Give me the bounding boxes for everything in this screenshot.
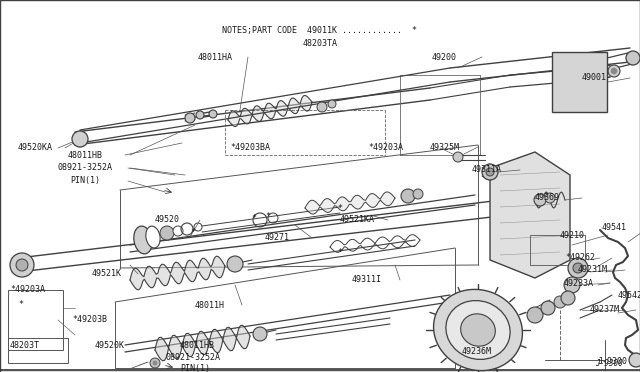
Circle shape [611,68,617,74]
Circle shape [453,152,463,162]
Text: 48011HB: 48011HB [180,340,215,350]
Text: 48203TA: 48203TA [303,39,337,48]
Circle shape [541,301,555,315]
Bar [552,52,607,112]
Circle shape [160,226,174,240]
Text: *49262: *49262 [565,253,595,263]
Polygon shape [130,256,225,290]
Text: *: * [18,301,23,310]
Circle shape [554,296,566,308]
Ellipse shape [446,301,510,359]
Circle shape [227,256,243,272]
Circle shape [561,291,575,305]
Circle shape [482,164,498,180]
Circle shape [196,111,204,119]
Text: PIN(1): PIN(1) [180,363,210,372]
Text: 49210: 49210 [560,231,585,240]
Text: *: * [337,203,342,212]
Text: 49236M: 49236M [462,347,492,356]
Text: 48203T: 48203T [10,340,40,350]
Circle shape [328,100,336,108]
Text: 08921-3252A: 08921-3252A [165,353,220,362]
Bar [8,338,68,363]
Circle shape [608,65,620,77]
Text: 49271: 49271 [265,234,290,243]
Text: *: * [266,212,271,221]
Ellipse shape [134,226,152,254]
Circle shape [545,193,555,203]
Polygon shape [228,96,312,126]
Circle shape [401,189,415,203]
Text: 49237M: 49237M [590,305,620,314]
Text: 49233A: 49233A [564,279,594,288]
Text: *49203A: *49203A [368,142,403,151]
Circle shape [564,277,580,293]
Text: PIN(1): PIN(1) [70,176,100,186]
Circle shape [573,263,583,273]
Circle shape [72,131,88,147]
Text: *: * [191,228,195,237]
Text: *49203B: *49203B [72,315,107,324]
Text: 49521KA: 49521KA [340,215,375,224]
Text: J-9300: J-9300 [598,357,628,366]
Text: 49200: 49200 [432,52,457,61]
Circle shape [629,353,640,367]
Text: 49520: 49520 [155,215,180,224]
Circle shape [10,253,34,277]
Text: 49001: 49001 [582,74,607,83]
Circle shape [150,358,160,368]
Polygon shape [305,192,395,214]
Text: 48011H: 48011H [195,301,225,310]
Circle shape [16,259,28,271]
Circle shape [185,113,195,123]
Bar [8,290,63,350]
Circle shape [317,102,327,112]
Text: 49231M: 49231M [578,266,608,275]
Text: 49542: 49542 [618,291,640,299]
Text: 49311A: 49311A [472,166,502,174]
Circle shape [173,226,183,236]
Text: 08921-3252A: 08921-3252A [58,164,113,173]
Polygon shape [490,152,570,278]
Text: NOTES;PART CODE  49011K ............  *: NOTES;PART CODE 49011K ............ * [223,26,417,35]
Circle shape [568,258,588,278]
Text: 49325M: 49325M [430,142,460,151]
Circle shape [253,327,267,341]
Text: 49521K: 49521K [92,269,122,279]
Text: 49520K: 49520K [95,340,125,350]
Ellipse shape [433,289,522,371]
Ellipse shape [146,226,160,248]
Circle shape [626,51,640,65]
Circle shape [209,110,217,118]
Ellipse shape [461,314,495,346]
Text: 49520KA: 49520KA [18,144,53,153]
Text: *49203BA: *49203BA [230,142,270,151]
Text: 49369: 49369 [535,193,560,202]
Text: J-9300: J-9300 [595,359,623,369]
Bar [530,235,585,265]
Polygon shape [155,325,250,361]
Text: 49541: 49541 [602,224,627,232]
Text: *49203A: *49203A [10,285,45,295]
Text: 48011HA: 48011HA [198,52,233,61]
Circle shape [486,168,494,176]
Text: *: * [337,247,342,257]
Circle shape [153,361,157,365]
Circle shape [534,194,546,206]
Text: 49311I: 49311I [352,276,382,285]
Text: 48011HB: 48011HB [68,151,103,160]
Text: *: * [252,214,257,222]
Circle shape [413,189,423,199]
Circle shape [527,307,543,323]
